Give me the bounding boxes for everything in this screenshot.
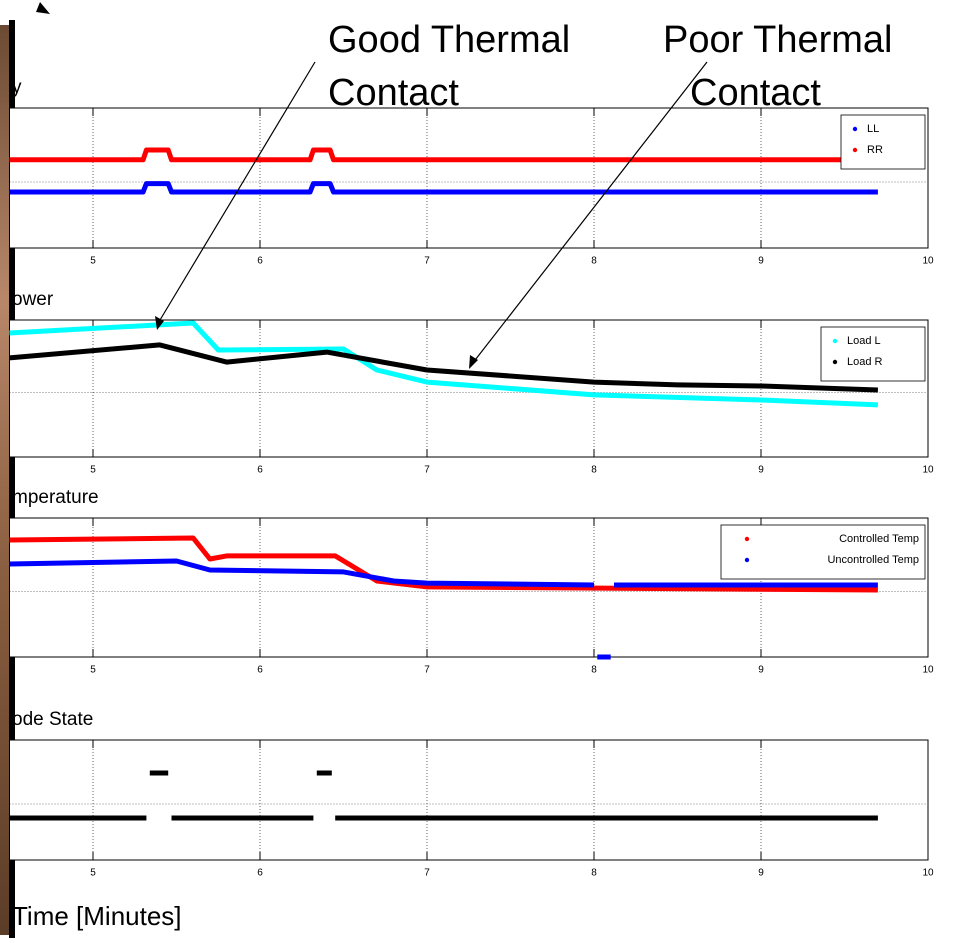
annotation: Contact bbox=[328, 72, 459, 114]
legend-marker bbox=[744, 557, 750, 563]
x-tick-label: 9 bbox=[758, 465, 764, 476]
x-axis-label: Time [Minutes] bbox=[12, 901, 182, 931]
legend bbox=[840, 114, 926, 170]
legend-marker bbox=[744, 536, 750, 542]
legend-marker bbox=[852, 126, 858, 132]
series-line bbox=[9, 535, 878, 593]
x-tick-label: 10 bbox=[922, 465, 934, 476]
legend bbox=[720, 524, 926, 580]
x-tick-label: 9 bbox=[758, 665, 764, 676]
x-tick-label: 9 bbox=[758, 256, 764, 267]
subplot-title: y bbox=[12, 77, 22, 98]
x-tick-label: 5 bbox=[90, 256, 96, 267]
annotation: Good Thermal bbox=[328, 19, 570, 61]
x-tick-label: 8 bbox=[591, 868, 597, 879]
arrowhead bbox=[469, 355, 478, 369]
legend-label: RR bbox=[867, 144, 883, 156]
legend-label: Controlled Temp bbox=[839, 533, 919, 545]
legend-marker bbox=[852, 147, 858, 153]
x-tick-label: 7 bbox=[424, 465, 430, 476]
x-tick-label: 10 bbox=[922, 256, 934, 267]
legend bbox=[820, 326, 926, 382]
x-tick-label: 7 bbox=[424, 665, 430, 676]
series-line bbox=[9, 147, 878, 163]
x-tick-label: 9 bbox=[758, 868, 764, 879]
plot-frame bbox=[9, 107, 929, 249]
x-tick-label: 5 bbox=[90, 868, 96, 879]
x-tick-label: 7 bbox=[424, 256, 430, 267]
legend-marker bbox=[832, 359, 838, 365]
x-tick-label: 6 bbox=[257, 465, 263, 476]
x-tick-label: 10 bbox=[922, 868, 934, 879]
legend-label: Uncontrolled Temp bbox=[827, 554, 919, 566]
subplot-title: ode State bbox=[12, 709, 93, 730]
x-tick-label: 8 bbox=[591, 665, 597, 676]
arrow bbox=[156, 61, 316, 326]
x-tick-label: 6 bbox=[257, 665, 263, 676]
arrowhead bbox=[155, 316, 164, 330]
x-tick-label: 10 bbox=[922, 665, 934, 676]
x-tick-label: 5 bbox=[90, 665, 96, 676]
legend-label: Load L bbox=[847, 335, 881, 347]
border-bar bbox=[9, 20, 15, 938]
series-line bbox=[9, 181, 878, 195]
x-tick-label: 8 bbox=[591, 465, 597, 476]
series-line bbox=[9, 342, 878, 393]
x-tick-label: 7 bbox=[424, 868, 430, 879]
legend-label: Load R bbox=[847, 356, 883, 368]
x-tick-label: 5 bbox=[90, 465, 96, 476]
arrowhead bbox=[36, 2, 50, 14]
plot-frame bbox=[9, 739, 929, 861]
series-line bbox=[9, 320, 879, 408]
x-tick-label: 6 bbox=[257, 256, 263, 267]
arrow bbox=[471, 61, 708, 365]
subplot-title: mperature bbox=[12, 487, 99, 508]
subplot-title: ower bbox=[12, 289, 54, 310]
annotation: Poor Thermal bbox=[663, 19, 893, 61]
series-line bbox=[9, 558, 878, 660]
annotation: Contact bbox=[690, 72, 821, 114]
series-line bbox=[9, 770, 878, 821]
plots: y 5 6 7 8 9 10 LL RR ower 5 6 7 8 9 10 Load L Load R mpera… bbox=[9, 77, 934, 879]
legend-marker bbox=[832, 338, 838, 344]
x-tick-label: 8 bbox=[591, 256, 597, 267]
x-tick-label: 6 bbox=[257, 868, 263, 879]
legend-label: LL bbox=[867, 123, 879, 135]
